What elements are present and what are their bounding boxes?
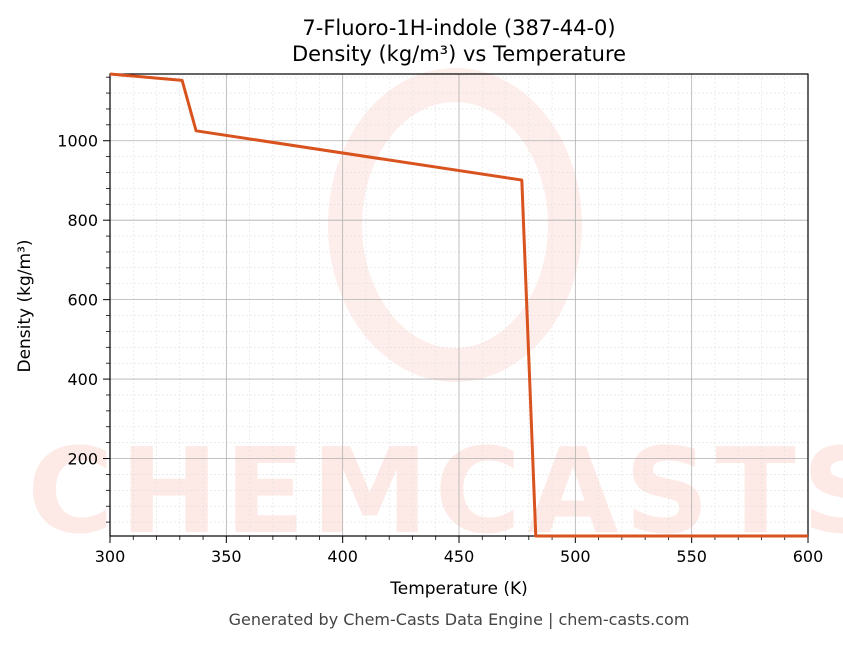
series-line — [109, 72, 808, 538]
x-axis: 300 350 400 450 500 550 600 — [95, 536, 824, 566]
chart-title-line1: 7-Fluoro-1H-indole (387-44-0) — [302, 16, 615, 40]
x-tick-label: 600 — [793, 547, 824, 566]
y-tick-label: 800 — [67, 211, 98, 230]
y-tick-label: 1000 — [57, 132, 98, 151]
chart-title-line2: Density (kg/m³) vs Temperature — [292, 42, 626, 66]
x-tick-label: 350 — [211, 547, 242, 566]
x-tick-label: 400 — [327, 547, 358, 566]
x-axis-label: Temperature (K) — [389, 579, 528, 599]
y-tick-label: 200 — [67, 450, 98, 469]
footer-credit: Generated by Chem-Casts Data Engine | ch… — [229, 610, 690, 629]
x-tick-label: 300 — [95, 547, 126, 566]
y-axis-label: Density (kg/m³) — [15, 239, 35, 372]
watermark-logo: CHEMCASTS — [27, 68, 843, 560]
y-axis: 200 400 600 800 1000 — [57, 76, 110, 523]
y-tick-label: 400 — [67, 370, 98, 389]
x-tick-label: 550 — [676, 547, 707, 566]
y-tick-label: 600 — [67, 291, 98, 310]
x-tick-label: 500 — [560, 547, 591, 566]
series-layer — [109, 72, 808, 538]
x-tick-label: 450 — [444, 547, 475, 566]
